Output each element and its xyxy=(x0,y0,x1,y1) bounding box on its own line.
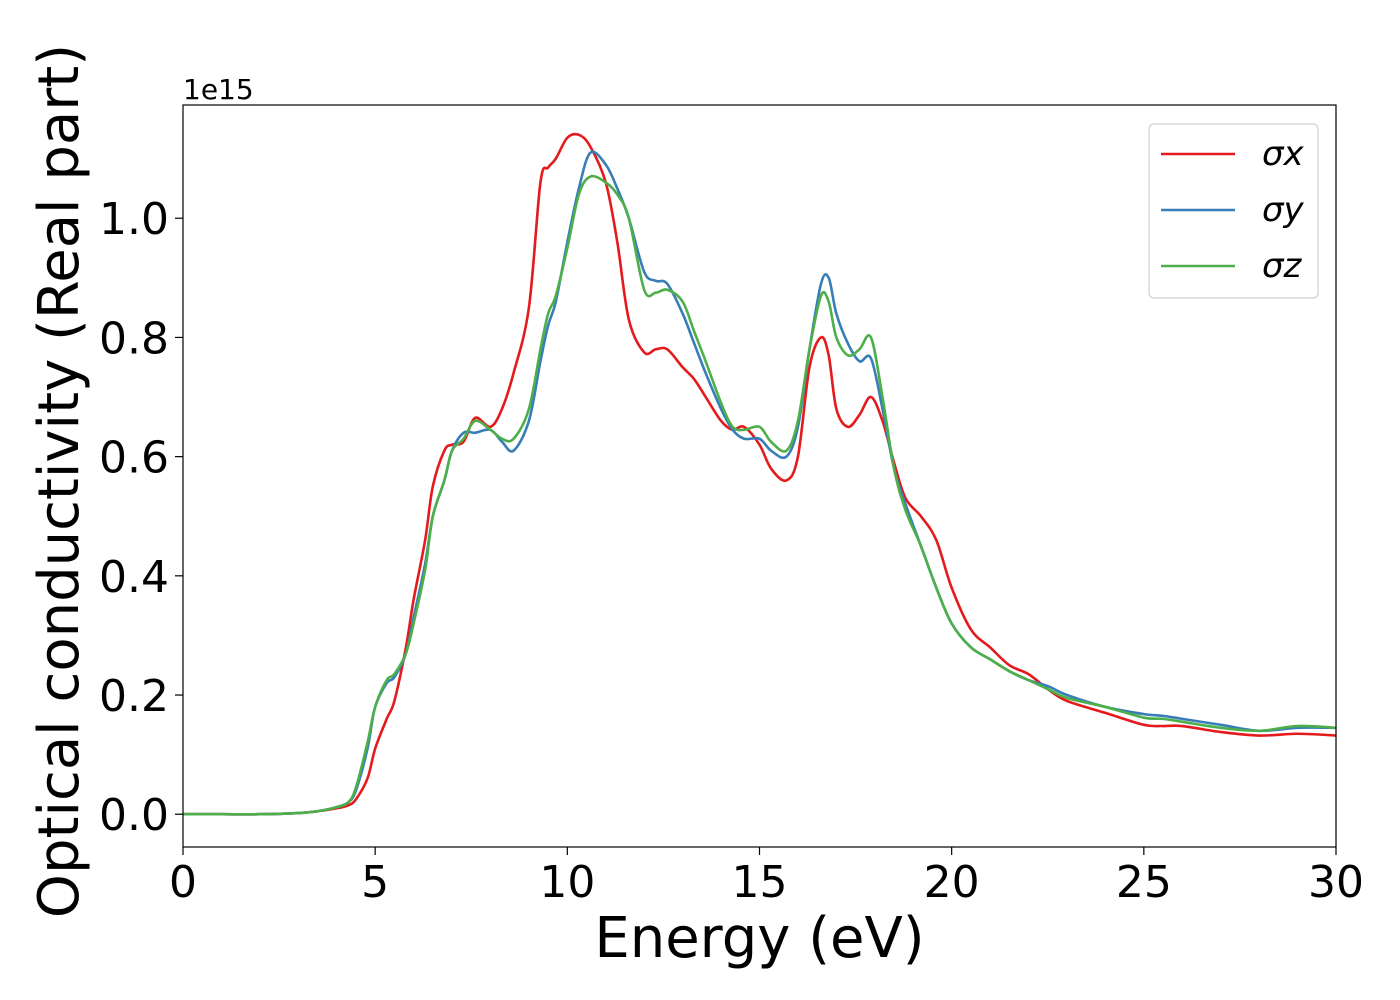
legend-label: σz xyxy=(1262,246,1303,286)
x-tick-label: 10 xyxy=(539,857,595,908)
legend-label: σx xyxy=(1262,134,1305,174)
x-tick-label: 5 xyxy=(361,857,389,908)
y-axis: 0.0 0.2 0.4 0.6 0.8 1.0 xyxy=(99,194,183,841)
x-tick-label: 25 xyxy=(1116,857,1172,908)
x-tick-label: 30 xyxy=(1308,857,1364,908)
y-offset-label: 1e15 xyxy=(183,73,254,106)
x-tick-label: 0 xyxy=(169,857,197,908)
x-axis-label: Energy (eV) xyxy=(594,906,924,971)
y-tick-label: 0.2 xyxy=(99,671,169,722)
legend-label: σy xyxy=(1262,190,1305,230)
y-tick-label: 1.0 xyxy=(99,194,169,245)
x-tick-label: 15 xyxy=(732,857,788,908)
y-axis-label: Optical conductivity (Real part) xyxy=(27,44,92,918)
y-tick-label: 0.4 xyxy=(99,552,169,603)
series-line-3 xyxy=(183,174,1337,816)
y-tick-label: 0.6 xyxy=(99,433,169,484)
x-tick-label: 20 xyxy=(924,857,980,908)
plot-lines xyxy=(183,132,1337,816)
y-tick-label: 0.0 xyxy=(99,790,169,841)
series-line-1 xyxy=(183,132,1337,816)
x-axis: 0 5 10 15 20 25 30 xyxy=(169,847,1364,908)
y-tick-label: 0.8 xyxy=(99,313,169,364)
legend: σx σy σz xyxy=(1148,123,1319,299)
